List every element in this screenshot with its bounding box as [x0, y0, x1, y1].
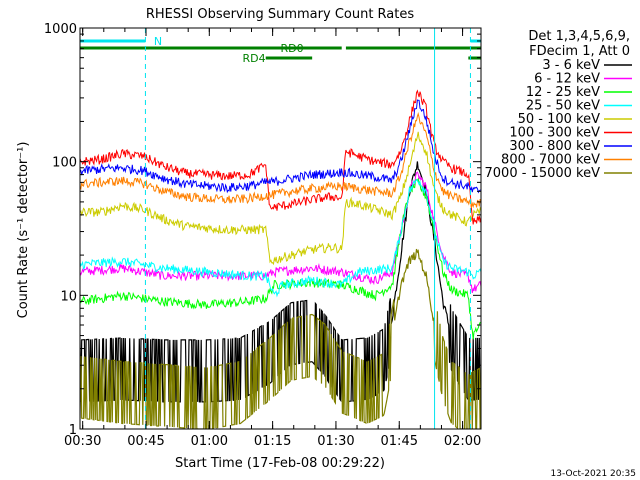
- legend-label-7: 800 - 7000 keV: [501, 153, 600, 168]
- chart-title: RHESSI Observing Summary Count Rates: [146, 7, 415, 22]
- legend-header-line-1: Det 1,3,4,5,6,9,: [528, 29, 630, 44]
- legend: Det 1,3,4,5,6,9, FDecim 1, Att 0 3 - 6 k…: [485, 29, 632, 181]
- time-markers: [144, 28, 471, 429]
- series-line-3: [80, 178, 481, 298]
- legend-label-1: 6 - 12 keV: [534, 72, 600, 87]
- series-line-0: [80, 161, 481, 403]
- legend-label-4: 50 - 100 keV: [518, 112, 601, 127]
- series-line-5: [80, 89, 481, 225]
- timestamp: 13-Oct-2021 20:35: [551, 469, 636, 479]
- y-axis: 1 10 100 1000: [44, 22, 481, 438]
- x-tick-label-0: 00:30: [64, 434, 101, 449]
- legend-label-2: 12 - 25 keV: [526, 85, 600, 100]
- plot-frame: [79, 27, 482, 430]
- legend-header-line-2: FDecim 1, Att 0: [529, 44, 630, 59]
- x-tick-label-3: 01:15: [254, 434, 291, 449]
- x-tick-label-6: 02:00: [444, 434, 481, 449]
- y-tick-label-1: 10: [60, 289, 77, 304]
- y-tick-label-0: 1: [69, 423, 77, 438]
- plot-series: [80, 89, 481, 429]
- x-tick-label-2: 01:00: [191, 434, 228, 449]
- rd0-label: RD0: [281, 42, 304, 55]
- legend-label-3: 25 - 50 keV: [526, 99, 600, 114]
- legend-label-5: 100 - 300 keV: [509, 126, 600, 141]
- series-line-8: [80, 248, 481, 429]
- x-axis: 00:30 00:45 01:00 01:15 01:30 01:45 02:00: [64, 28, 481, 449]
- legend-label-0: 3 - 6 keV: [542, 58, 600, 73]
- series-line-1: [80, 171, 481, 294]
- legend-label-6: 300 - 800 keV: [509, 139, 600, 154]
- y-tick-label-2: 100: [52, 156, 77, 171]
- night-label: N: [154, 35, 162, 48]
- rd4-label: RD4: [243, 52, 266, 65]
- series-line-6: [80, 99, 481, 194]
- legend-label-8: 7000 - 15000 keV: [485, 166, 601, 181]
- y-tick-label-3: 1000: [44, 22, 77, 37]
- x-tick-label-5: 01:45: [381, 434, 418, 449]
- series-line-2: [80, 177, 481, 340]
- x-tick-label-4: 01:30: [317, 434, 354, 449]
- series-line-7: [80, 111, 481, 209]
- y-axis-label: Count Rate (s⁻¹ detector⁻¹): [16, 142, 31, 319]
- series-line-4: [80, 131, 481, 266]
- x-tick-label-1: 00:45: [127, 434, 164, 449]
- x-axis-label: Start Time (17-Feb-08 00:29:22): [175, 456, 385, 471]
- state-bars: N RD0 RD4: [80, 35, 481, 65]
